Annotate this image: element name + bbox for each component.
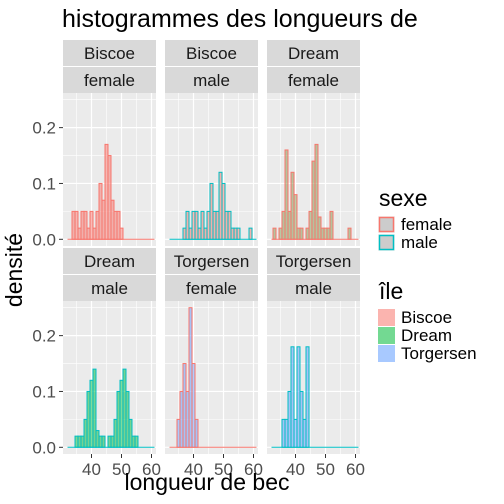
facet-strip-label: female	[288, 71, 339, 90]
histogram-bar	[200, 210, 205, 240]
facet-strip-label: Biscoe	[186, 44, 237, 63]
x-tick-label: 60	[346, 460, 365, 479]
facet-strip	[63, 67, 156, 93]
histogram-bar	[134, 435, 139, 448]
histogram-bar	[119, 227, 124, 240]
x-tick-label: 40	[286, 460, 305, 479]
histogram-bar	[299, 227, 304, 240]
legend-label: male	[401, 233, 438, 252]
x-tick-label: 50	[316, 460, 335, 479]
facet-strip-label: male	[193, 71, 230, 90]
legend-key	[378, 234, 395, 251]
facet-strip-label: Torgersen	[276, 252, 352, 271]
x-tick-label: 40	[184, 460, 203, 479]
x-tick-label: 40	[82, 460, 101, 479]
facet-strip-label: female	[84, 71, 135, 90]
x-tick-label: 60	[142, 460, 161, 479]
histogram-bar	[248, 227, 253, 240]
histogram-bar	[107, 155, 112, 240]
histogram-bar	[329, 210, 334, 240]
histogram-bar	[116, 210, 121, 240]
legend-key	[378, 216, 395, 233]
facet-strip	[165, 40, 258, 66]
facet-strip	[267, 40, 360, 66]
histogram-bar	[83, 210, 88, 240]
y-tick-label: 0.0	[32, 438, 56, 457]
facet-strip-label: Dream	[288, 44, 339, 63]
panel-background	[63, 301, 156, 454]
facet-strip	[165, 275, 258, 301]
histogram-bar	[284, 149, 289, 240]
facet-strip-label: male	[295, 279, 332, 298]
facet-strip	[63, 248, 156, 274]
histogram-bar	[101, 435, 106, 448]
y-tick-label: 0.2	[32, 119, 56, 138]
panel-background	[267, 301, 360, 454]
facet-panel: Torgersen male 40 50 60	[267, 248, 365, 479]
x-tick-label: 50	[214, 460, 233, 479]
legend-label: Dream	[401, 326, 452, 345]
chart-title: histogrammes des longueurs de	[62, 5, 418, 33]
histogram-bar	[194, 418, 199, 448]
histogram-bar	[236, 227, 241, 240]
histogram-bar	[290, 346, 295, 448]
facet-strip	[165, 67, 258, 93]
y-axis-label: densité	[1, 233, 27, 307]
histogram-bar	[272, 227, 277, 240]
facet-strip	[165, 248, 258, 274]
facet-strip	[63, 275, 156, 301]
facet-strip	[267, 248, 360, 274]
legend-key	[378, 327, 395, 344]
facet-panel: Biscoe male	[165, 40, 258, 246]
histogram-bar	[227, 210, 232, 240]
facet-strip	[267, 67, 360, 93]
x-tick-label: 60	[244, 460, 263, 479]
legend-label: female	[401, 215, 452, 234]
histogram-bar	[185, 210, 190, 240]
x-tick-label: 50	[112, 460, 131, 479]
legend-title: sexe	[379, 185, 428, 211]
histogram-bar	[194, 210, 199, 240]
histogram-bar	[74, 210, 79, 240]
facet-panel: Dream female	[267, 40, 360, 246]
histogram-bar	[128, 418, 133, 448]
y-tick-label: 0.2	[32, 327, 56, 346]
legend-title: île	[378, 278, 403, 304]
facet-strip-label: Dream	[84, 252, 135, 271]
facet-strip-label: male	[91, 279, 128, 298]
histogram-bar	[293, 194, 298, 240]
histogram-bar	[347, 227, 352, 240]
y-tick-label: 0.0	[32, 230, 56, 249]
legend-key	[378, 309, 395, 326]
facet-panel: Biscoe female 0.0 0.1 0.2	[32, 40, 156, 249]
y-tick-label: 0.1	[32, 174, 56, 193]
x-axis-label: longueur de bec	[125, 469, 290, 495]
facet-panels: Biscoe female 0.0 0.1 0.2 Biscoe male Dream fema…	[32, 40, 365, 479]
histogram-bar	[314, 143, 319, 240]
facet-strip	[267, 275, 360, 301]
facet-panel: Dream male 0.0 0.1 0.2 40 50 60	[32, 248, 161, 479]
histogram-bar	[92, 368, 97, 448]
legend-key	[378, 345, 395, 362]
histogram-bar	[89, 210, 94, 240]
facet-strip	[63, 40, 156, 66]
facet-panel: Torgersen female 40 50 60	[165, 248, 263, 479]
facet-strip-label: Torgersen	[174, 252, 250, 271]
facet-strip-label: Biscoe	[84, 44, 135, 63]
histogram-bar	[191, 363, 196, 448]
y-tick-label: 0.1	[32, 382, 56, 401]
legend-label: Biscoe	[401, 308, 452, 327]
facet-strip-label: female	[186, 279, 237, 298]
histogram-bar	[305, 346, 310, 448]
legend-label: Torgersen	[401, 344, 477, 363]
